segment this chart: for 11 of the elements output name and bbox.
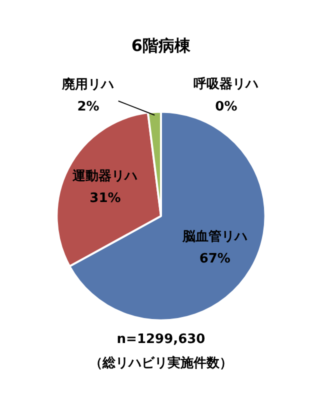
text: n=1299,630 — [116, 332, 206, 347]
data-label: 67% — [199, 251, 230, 266]
text: 0% — [215, 99, 238, 114]
slice-label: 運動器リハ — [72, 169, 138, 184]
text: （総リハビリ実施件数） — [90, 354, 232, 371]
slice-label: 脳血管リハ — [181, 229, 248, 244]
chart-title: 6階病棟 — [131, 36, 192, 56]
data-label: 31% — [90, 191, 121, 206]
slice-label: 廃用リハ — [61, 76, 114, 92]
category-label: 呼吸器リハ — [194, 77, 259, 92]
data-label: 2% — [77, 100, 100, 114]
